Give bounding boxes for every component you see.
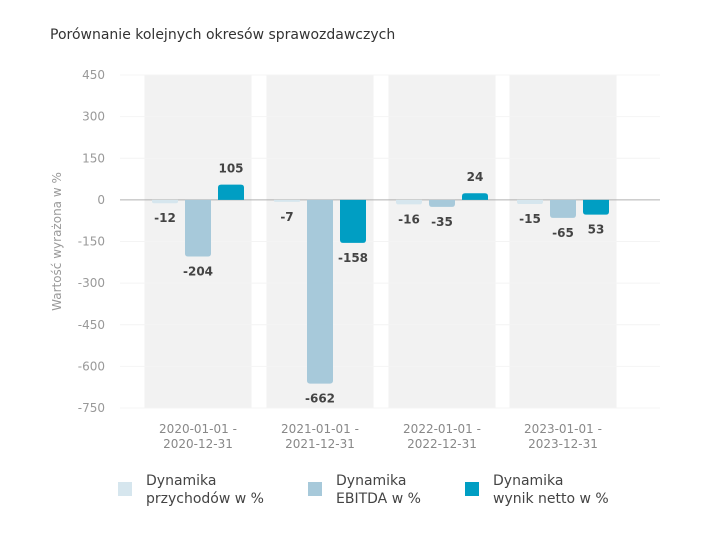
legend-item[interactable]: Dynamika wynik netto w % <box>465 472 633 508</box>
bar <box>340 199 366 243</box>
bar <box>218 184 244 200</box>
y-tick-label: -450 <box>78 318 105 332</box>
y-tick-label: -150 <box>78 235 105 249</box>
y-tick-label: 450 <box>82 68 105 82</box>
legend-swatch <box>118 482 132 496</box>
y-tick-label: 0 <box>97 193 105 207</box>
x-tick-label: 2021-12-31 <box>285 437 355 451</box>
data-label: 24 <box>467 170 484 184</box>
legend: Dynamika przychodów w % Dynamika EBITDA w %… <box>118 472 678 512</box>
x-tick-label: 2023-01-01 - <box>524 422 602 436</box>
legend-label-line: przychodów w % <box>146 491 264 507</box>
x-tick-label: 2021-01-01 - <box>281 422 359 436</box>
legend-label: Dynamika EBITDA w % <box>336 472 476 508</box>
bar <box>517 199 543 205</box>
chart-title: Porównanie kolejnych okresów sprawozdawc… <box>50 27 396 43</box>
bar <box>152 199 178 204</box>
x-tick-label: 2023-12-31 <box>528 437 598 451</box>
legend-label-line: EBITDA w % <box>336 491 421 507</box>
legend-label-line: Dynamika <box>336 473 407 489</box>
data-label: 105 <box>218 162 243 176</box>
bar <box>583 199 609 215</box>
legend-label: Dynamika wynik netto w % <box>493 472 633 508</box>
data-label: -65 <box>552 226 574 240</box>
legend-label-line: Dynamika <box>493 473 564 489</box>
legend-label-line: Dynamika <box>146 473 217 489</box>
data-label: -204 <box>183 264 213 278</box>
x-tick-label: 2020-01-01 - <box>159 422 237 436</box>
data-label: -12 <box>154 211 176 225</box>
data-label: -662 <box>305 392 335 406</box>
y-axis-label: Wartość wyrażona w % <box>50 172 64 311</box>
data-label: 53 <box>588 223 605 237</box>
y-tick-label: 150 <box>82 151 105 165</box>
x-tick-label: 2020-12-31 <box>163 437 233 451</box>
legend-swatch <box>308 482 322 496</box>
data-label: -158 <box>338 251 368 265</box>
legend-item[interactable]: Dynamika przychodów w % <box>118 472 286 508</box>
bar <box>307 199 333 384</box>
y-tick-label: -600 <box>78 359 105 373</box>
data-label: -35 <box>431 215 453 229</box>
data-label: -16 <box>398 212 420 226</box>
legend-label: Dynamika przychodów w % <box>146 472 286 508</box>
legend-label-line: wynik netto w % <box>493 491 609 507</box>
data-label: -15 <box>519 212 541 226</box>
bar <box>429 199 455 207</box>
data-label: -7 <box>280 210 293 224</box>
y-tick-label: -750 <box>78 401 105 415</box>
y-tick-label: -300 <box>78 276 105 290</box>
x-tick-label: 2022-12-31 <box>407 437 477 451</box>
bar <box>550 199 576 218</box>
legend-swatch <box>465 482 479 496</box>
y-tick-label: 300 <box>82 110 105 124</box>
bar <box>185 199 211 257</box>
x-tick-label: 2022-01-01 - <box>403 422 481 436</box>
bar <box>396 199 422 205</box>
legend-item[interactable]: Dynamika EBITDA w % <box>308 472 476 508</box>
bar <box>274 199 300 202</box>
bar <box>462 193 488 200</box>
